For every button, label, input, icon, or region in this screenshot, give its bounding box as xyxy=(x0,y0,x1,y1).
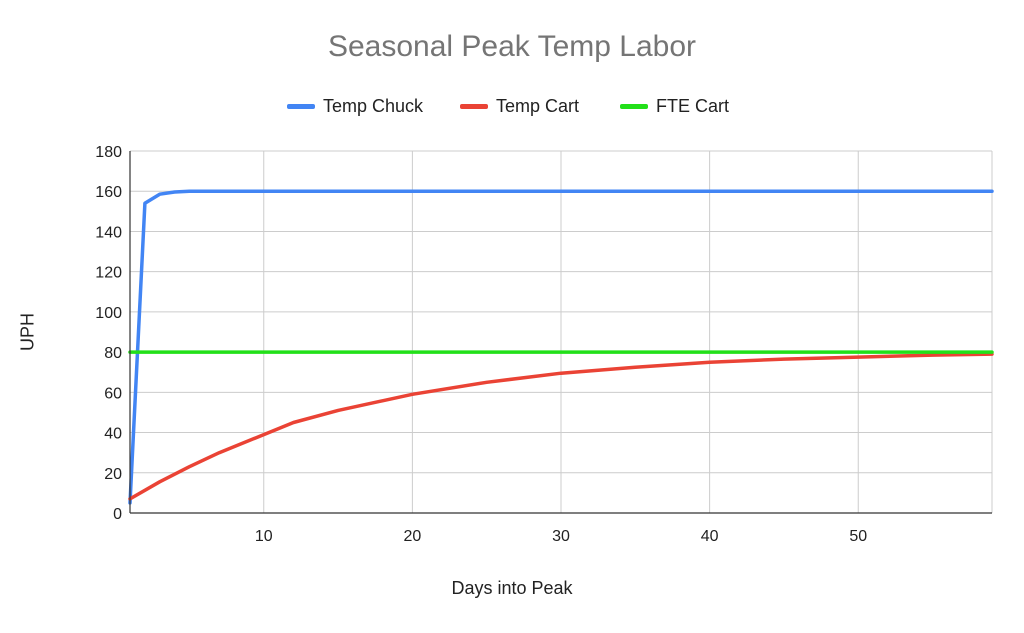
legend-item-temp-cart: Temp Cart xyxy=(460,94,579,118)
legend-label-temp-cart: Temp Cart xyxy=(496,95,580,116)
x-tick-label: 40 xyxy=(701,528,719,545)
tick-labels: 0 20 40 60 80 100 120 140 160 180 10 20 30 40 50 xyxy=(95,144,867,545)
y-tick-label: 0 xyxy=(113,506,122,523)
x-axis-label: Days into Peak xyxy=(451,578,573,598)
legend-label-fte-cart: FTE Cart xyxy=(656,95,730,116)
legend: Temp Chuck Temp Cart FTE Cart xyxy=(0,94,1024,118)
legend-item-temp-chuck: Temp Chuck xyxy=(287,94,423,118)
x-tick-label: 20 xyxy=(403,528,421,545)
x-tick-label: 50 xyxy=(849,528,867,545)
legend-swatch-temp-cart xyxy=(460,103,488,109)
axes xyxy=(129,151,992,514)
series xyxy=(128,189,994,505)
y-tick-label: 180 xyxy=(95,144,122,161)
y-tick-label: 80 xyxy=(104,345,122,362)
series-line-temp-chuck xyxy=(128,189,994,505)
series-line-temp-cart xyxy=(128,352,994,501)
y-tick-label: 160 xyxy=(95,184,122,201)
y-tick-label: 60 xyxy=(104,385,122,402)
y-tick-label: 100 xyxy=(95,305,122,322)
grid xyxy=(130,150,993,513)
legend-item-fte-cart: FTE Cart xyxy=(620,94,729,118)
y-tick-label: 120 xyxy=(95,265,122,282)
chart-title: Seasonal Peak Temp Labor xyxy=(327,30,697,63)
legend-swatch-fte-cart xyxy=(620,103,648,109)
y-tick-label: 140 xyxy=(95,224,122,241)
y-tick-label: 20 xyxy=(104,466,122,483)
legend-label-temp-chuck: Temp Chuck xyxy=(323,95,424,116)
x-tick-label: 10 xyxy=(255,528,273,545)
x-tick-label: 30 xyxy=(552,528,570,545)
y-tick-label: 40 xyxy=(104,426,122,443)
legend-swatch-temp-chuck xyxy=(287,103,315,109)
